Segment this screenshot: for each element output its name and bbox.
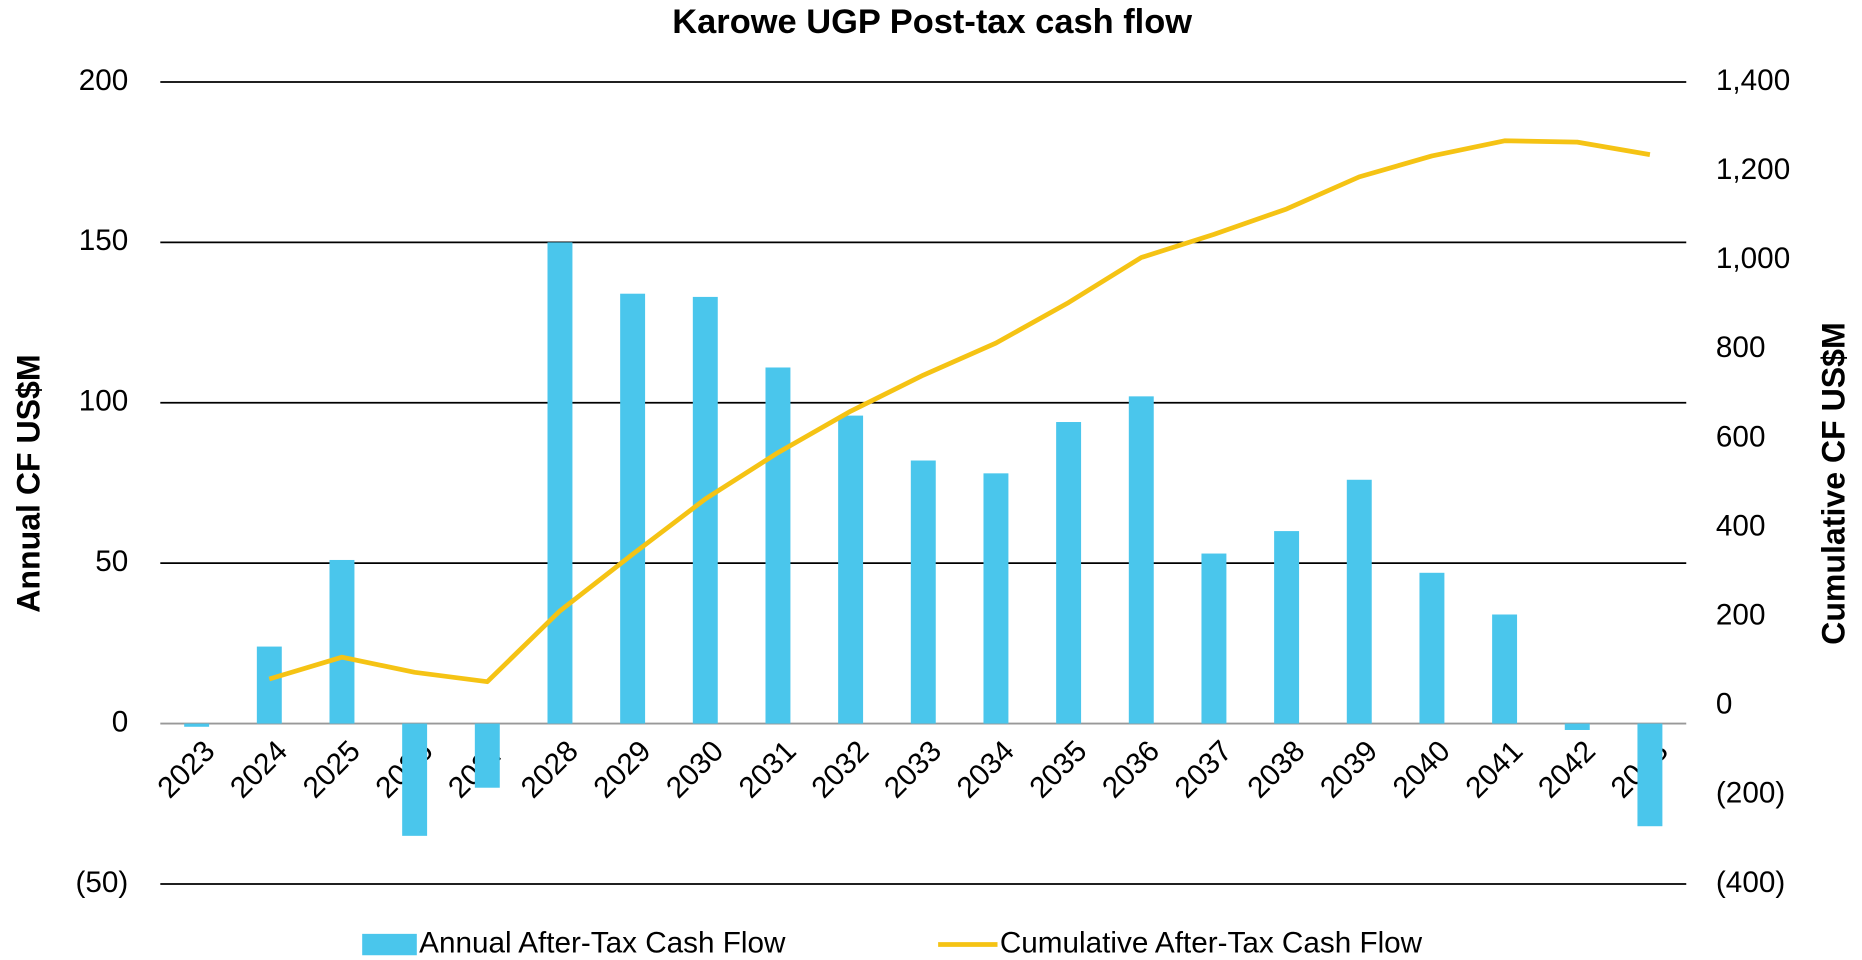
x-tick-label: 2034 — [951, 734, 1021, 804]
x-tick-label: 2032 — [805, 734, 875, 804]
legend-label: Cumulative After-Tax Cash Flow — [1000, 926, 1423, 959]
bar — [692, 296, 718, 724]
bar — [1637, 723, 1663, 827]
x-tick-label: 2023 — [151, 734, 221, 804]
y-tick-label: 0 — [112, 705, 129, 738]
bar — [1346, 479, 1372, 724]
y-tick-label: 50 — [95, 545, 128, 578]
x-tick-label: 2025 — [297, 734, 367, 804]
x-tick-label: 2033 — [878, 734, 948, 804]
y2-tick-label: (400) — [1716, 866, 1785, 899]
y-tick-label: 150 — [79, 224, 129, 257]
legend-label: Annual After-Tax Cash Flow — [419, 926, 786, 959]
y-tick-label: 100 — [79, 385, 129, 418]
bar — [547, 242, 573, 724]
x-tick-label: 2035 — [1023, 734, 1093, 804]
x-tick-label: 2040 — [1387, 734, 1457, 804]
bar — [1564, 723, 1590, 730]
x-tick-label: 2041 — [1459, 734, 1529, 804]
bar — [983, 473, 1009, 724]
y2-tick-label: 600 — [1716, 420, 1766, 453]
bar — [1274, 531, 1300, 724]
y-tick-label: 200 — [79, 64, 129, 97]
y2-tick-label: 200 — [1716, 598, 1766, 631]
x-tick-label: 2031 — [733, 734, 803, 804]
y2-axis-title: Cumulative CF US$M — [1815, 322, 1851, 645]
y2-tick-label: 1,400 — [1716, 64, 1790, 97]
bar — [329, 559, 355, 724]
bar — [1201, 553, 1227, 724]
x-tick-label: 2042 — [1532, 734, 1602, 804]
x-tick-label: 2036 — [1096, 734, 1166, 804]
bar — [1056, 422, 1082, 724]
bar — [474, 723, 500, 788]
y2-tick-label: 400 — [1716, 509, 1766, 542]
bar — [1128, 396, 1154, 724]
bar — [184, 723, 210, 727]
bar — [256, 646, 282, 724]
y-axis-title: Annual CF US$M — [10, 354, 46, 612]
legend-swatch — [362, 933, 417, 956]
bar — [620, 293, 646, 724]
bar — [765, 367, 791, 724]
bar — [1419, 572, 1445, 724]
line — [268, 138, 1651, 685]
x-tick-label: 2038 — [1241, 734, 1311, 804]
y-tick-label: (50) — [75, 866, 128, 899]
bar — [910, 460, 936, 724]
x-tick-label: 2039 — [1314, 734, 1384, 804]
x-tick-label: 2028 — [515, 734, 585, 804]
x-tick-label: 2024 — [224, 734, 294, 804]
bar — [1492, 614, 1518, 724]
x-tick-label: 2030 — [660, 734, 730, 804]
bar — [402, 723, 428, 836]
bar — [838, 415, 864, 724]
y2-tick-label: 800 — [1716, 331, 1766, 364]
y2-tick-label: 1,000 — [1716, 242, 1790, 275]
y2-tick-label: (200) — [1716, 777, 1785, 810]
x-tick-label: 2029 — [587, 734, 657, 804]
y2-tick-label: 0 — [1716, 688, 1733, 721]
x-tick-label: 2037 — [1169, 734, 1239, 804]
y2-tick-label: 1,200 — [1716, 153, 1790, 186]
chart-title: Karowe UGP Post-tax cash flow — [672, 3, 1192, 41]
